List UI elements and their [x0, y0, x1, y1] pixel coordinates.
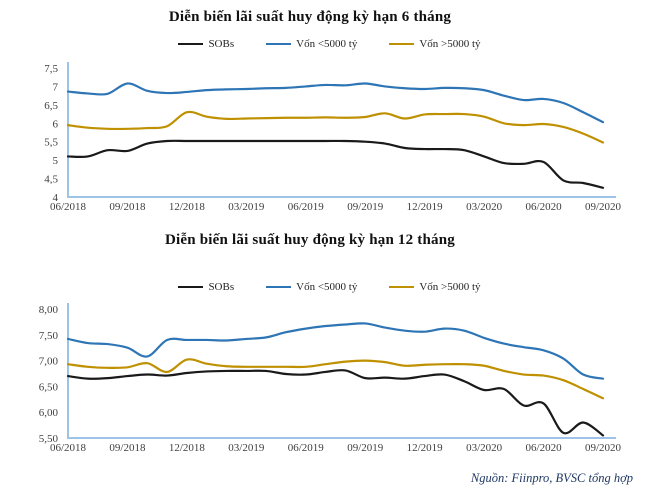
series-line-over5000 [66, 110, 605, 144]
y-tick-label: 7,00 [39, 356, 59, 368]
x-tick-label: 06/2019 [288, 442, 325, 454]
under5000-line-swatch-icon [266, 43, 292, 45]
legend-label: Vốn >5000 tỷ [419, 281, 481, 293]
legend-label: Vốn >5000 tỷ [419, 38, 481, 50]
x-tick-label: 03/2019 [228, 442, 265, 454]
y-tick-label: 6,5 [44, 100, 58, 112]
over5000-line-swatch-icon [389, 43, 415, 45]
y-tick-label: 8,00 [39, 304, 59, 316]
series-line-under5000 [66, 322, 605, 380]
legend-item-sobs: SOBs [178, 281, 234, 293]
under5000-line-swatch-icon [266, 286, 292, 288]
x-tick-label: 03/2019 [228, 201, 265, 213]
y-tick-label: 7,50 [39, 330, 59, 342]
y-tick-label: 5,50 [39, 433, 59, 445]
legend-item-under5000: Vốn <5000 tỷ [266, 38, 357, 50]
chart-12m-legend: SOBs Vốn <5000 tỷ Vốn >5000 tỷ [0, 281, 659, 293]
series-line-over5000 [66, 358, 605, 400]
x-tick-label: 03/2020 [466, 201, 503, 213]
chart-6m-plot: 7,5 7 6,5 6 5,5 5 4,5 406/2018 09/2018 12/2018 03/… [44, 62, 622, 213]
legend-label: Vốn <5000 tỷ [296, 38, 358, 50]
legend-item-under5000: Vốn <5000 tỷ [266, 281, 357, 293]
source-note: Nguồn: Fiinpro, BVSC tổng hợp [470, 471, 633, 485]
x-tick-label: 09/2020 [585, 201, 622, 213]
x-tick-label: 12/2019 [407, 442, 444, 454]
y-tick-label: 7,5 [44, 63, 58, 75]
x-tick-label: 09/2018 [109, 442, 146, 454]
legend-item-sobs: SOBs [178, 38, 234, 50]
y-tick-label: 7 [53, 81, 59, 93]
chart-6m-title: Diễn biến lãi suất huy động kỳ hạn 6 thá… [168, 9, 452, 25]
y-tick-label: 6 [53, 118, 59, 130]
y-tick-label: 4,5 [44, 174, 58, 186]
x-tick-label: 12/2019 [407, 201, 444, 213]
x-tick-label: 06/2020 [526, 201, 563, 213]
series-line-sobs [66, 139, 605, 189]
sobs-line-swatch-icon [178, 43, 204, 45]
x-tick-label: 06/2020 [526, 442, 563, 454]
over5000-line-swatch-icon [389, 286, 415, 288]
x-tick-label: 09/2020 [585, 442, 622, 454]
series-line-sobs [66, 369, 605, 437]
y-tick-label: 6,50 [39, 381, 59, 393]
y-tick-label: 4 [53, 192, 59, 204]
series-line-under5000 [66, 82, 605, 124]
x-tick-label: 09/2018 [109, 201, 146, 213]
legend-item-over5000: Vốn >5000 tỷ [389, 281, 481, 293]
x-tick-label: 12/2018 [169, 442, 206, 454]
legend-item-over5000: Vốn >5000 tỷ [389, 38, 481, 50]
legend-label: Vốn <5000 tỷ [296, 281, 358, 293]
x-tick-label: 12/2018 [169, 201, 206, 213]
chart-6m-legend: SOBs Vốn <5000 tỷ Vốn >5000 tỷ [0, 38, 659, 50]
x-tick-label: 06/2018 [50, 201, 87, 213]
legend-label: SOBs [208, 281, 235, 293]
sobs-line-swatch-icon [178, 286, 204, 288]
y-tick-label: 5,5 [44, 137, 58, 149]
legend-label: SOBs [208, 38, 235, 50]
x-tick-label: 06/2019 [288, 201, 325, 213]
x-tick-label: 06/2018 [50, 442, 87, 454]
x-tick-label: 03/2020 [466, 442, 503, 454]
chart-12m-title: Diễn biến lãi suất huy động kỳ hạn 12 th… [165, 232, 455, 248]
x-tick-label: 09/2019 [347, 442, 384, 454]
y-tick-label: 6,00 [39, 407, 59, 419]
x-tick-label: 09/2019 [347, 201, 384, 213]
y-tick-label: 5 [53, 155, 59, 167]
